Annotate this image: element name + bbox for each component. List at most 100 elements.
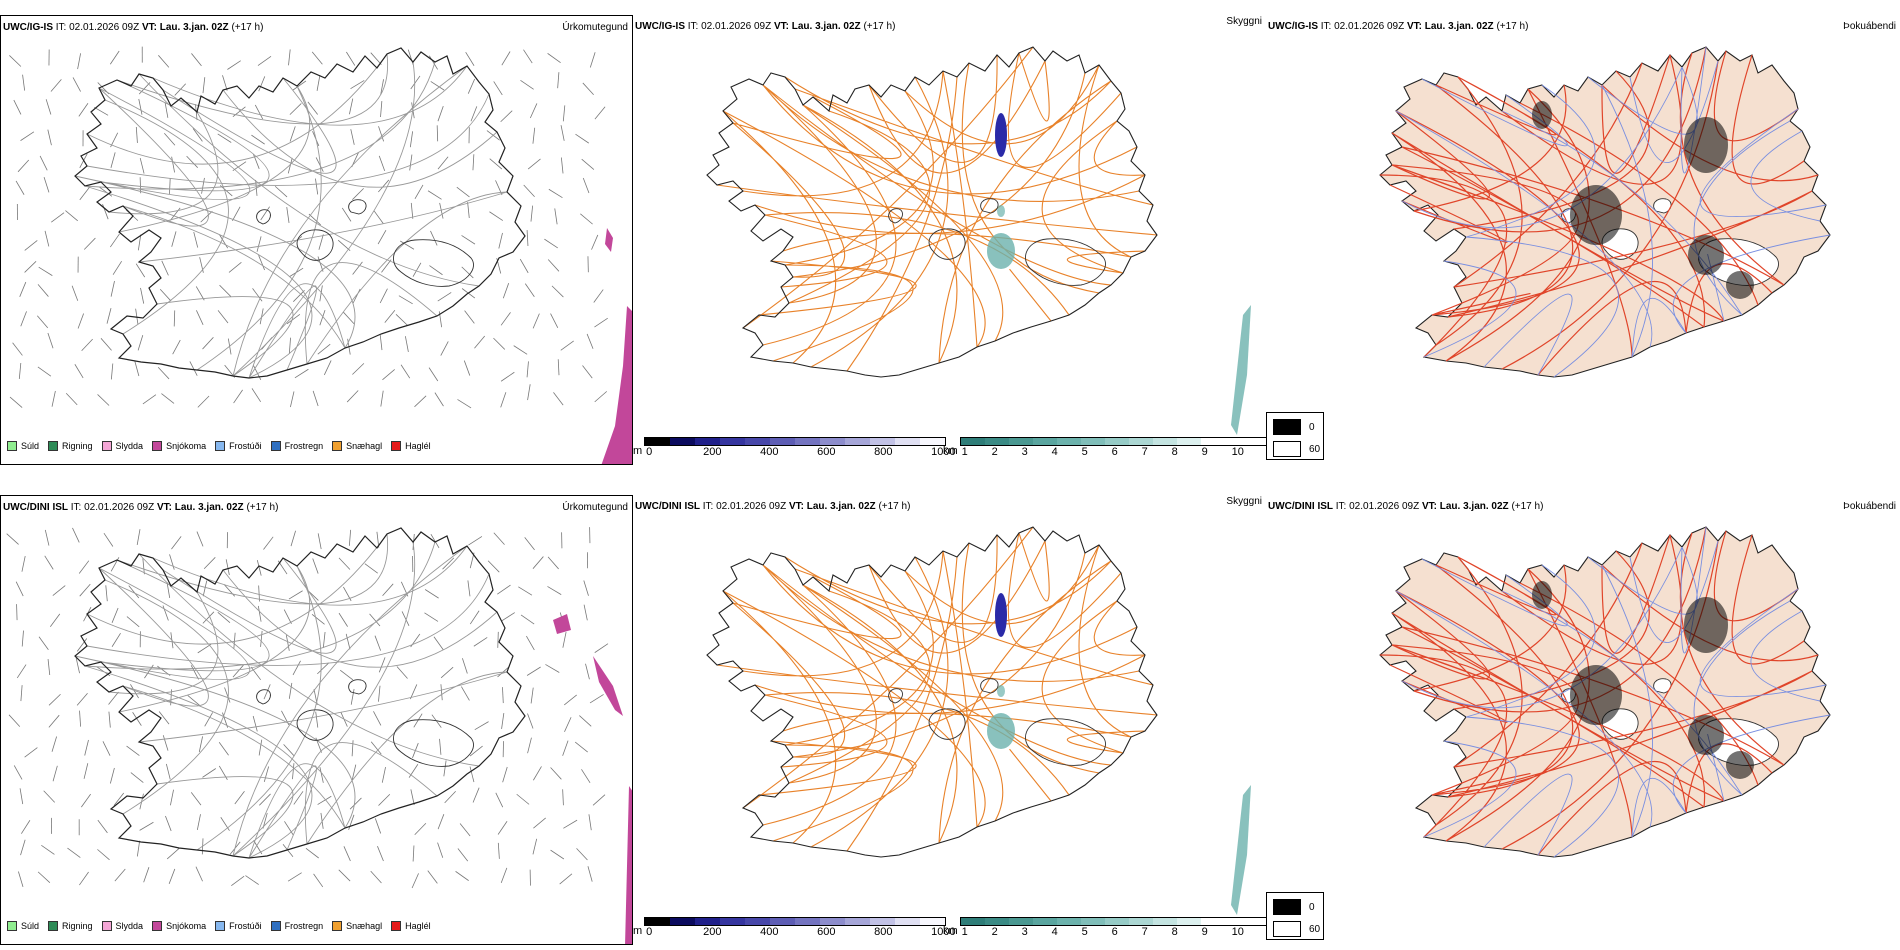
wind-barb [591,234,599,250]
wind-barb [102,204,109,220]
wind-barb [455,871,469,881]
colorbar-cell [1080,918,1105,925]
legend-item: Frostúði [215,441,262,451]
wind-barb [47,659,51,676]
wind-barb [532,556,544,569]
wind-barb [414,184,424,199]
wind-barb [290,391,295,408]
legend-item: Snæhagl [332,441,382,451]
colorbar-cell [670,918,696,925]
wind-barb [526,635,535,651]
colorbar-tick: 8 [1171,926,1178,938]
legend-swatch [332,441,343,451]
wind-barb [234,791,245,805]
wind-barb [338,612,348,627]
wind-barb [24,747,38,758]
wind-barb [396,666,408,679]
wind-barb [440,341,449,356]
wind-barb [469,745,483,757]
wind-barb [102,741,111,756]
wind-barb [67,847,81,858]
iceland-map [706,526,1251,915]
wind-barb [588,814,592,831]
wind-barb [382,583,394,597]
colorbar-tick: 1 [961,926,968,938]
iceland-map [1379,526,1831,858]
wind-barb [467,202,470,219]
wind-barb [289,126,296,142]
wind-barb [560,340,574,351]
wind-barb [159,288,172,302]
wind-barb [65,210,78,222]
wind-barb [72,77,81,92]
wind-barb [98,186,113,197]
wind-barb [173,310,176,327]
wind-barb [143,867,150,883]
colorbar-tick: 9 [1201,926,1208,938]
legend-label: Súld [21,441,40,451]
wind-barb [487,560,500,573]
legend-label: Frostúði [229,921,262,931]
colorbar-tick: 600 [817,926,836,938]
wind-barb [228,262,242,273]
legend-item: Haglél [391,921,431,931]
snow-area [605,228,613,252]
colorbar-tick: 3 [1021,926,1028,938]
wind-barb [437,292,452,302]
wind-barb [74,364,84,379]
fog-legend-high: 0 [1309,901,1315,913]
wind-barb [550,767,562,780]
legend-swatch [215,441,226,451]
wind-barb [103,532,114,547]
wind-barb [560,157,564,174]
glacier-outline [888,208,903,224]
wind-barb [316,75,321,91]
colorbar-tick: 1000 [931,446,956,458]
fog-legend-low: 60 [1309,443,1321,455]
wind-barb [373,210,384,224]
wind-barb [20,131,35,141]
colorbar-tick: 400 [760,446,779,458]
wind-barb [79,871,89,886]
wind-barb [169,554,175,570]
wind-barb [400,364,411,379]
wind-barb [232,161,247,172]
wind-barb [139,157,145,174]
wind-barb [513,345,528,355]
wind-barb [461,266,474,279]
wind-barb [547,53,561,64]
wind-barb [465,51,475,66]
colorbar-cell [870,438,896,445]
low-visibility-area [997,205,1005,217]
wind-barb [289,103,302,115]
wind-barb [500,312,511,326]
wind-barb [526,230,529,247]
wind-barb [524,537,535,551]
iceland-map [706,46,1251,435]
wind-barb [165,763,171,780]
wind-barb [501,51,511,66]
wind-barb [350,688,355,705]
wind-barb [554,208,558,225]
wind-barb [579,715,592,727]
wind-barb [523,184,535,198]
wind-barb [548,188,563,198]
wind-barb [369,613,381,627]
low-visibility-area [987,713,1015,749]
wind-barb [252,715,258,732]
wind-barb [464,310,475,324]
wind-barb [312,390,319,407]
colorbar-cell [984,438,1009,445]
wind-barb [252,153,260,169]
wind-barb [44,230,50,247]
colorbar-cell [1224,918,1249,925]
wind-barb [169,207,181,221]
panel-title: Þokuábendi [1843,21,1896,32]
wind-barb [574,741,588,753]
glacier-outline [888,688,903,704]
panel-header: UWC/IG-IS IT: 02.01.2026 09Z VT: Lau. 3.… [3,22,264,33]
colorbar-cell [1032,438,1057,445]
wind-barb [72,527,80,543]
colorbar-cell [1032,918,1057,925]
glacier-outline [928,708,966,740]
